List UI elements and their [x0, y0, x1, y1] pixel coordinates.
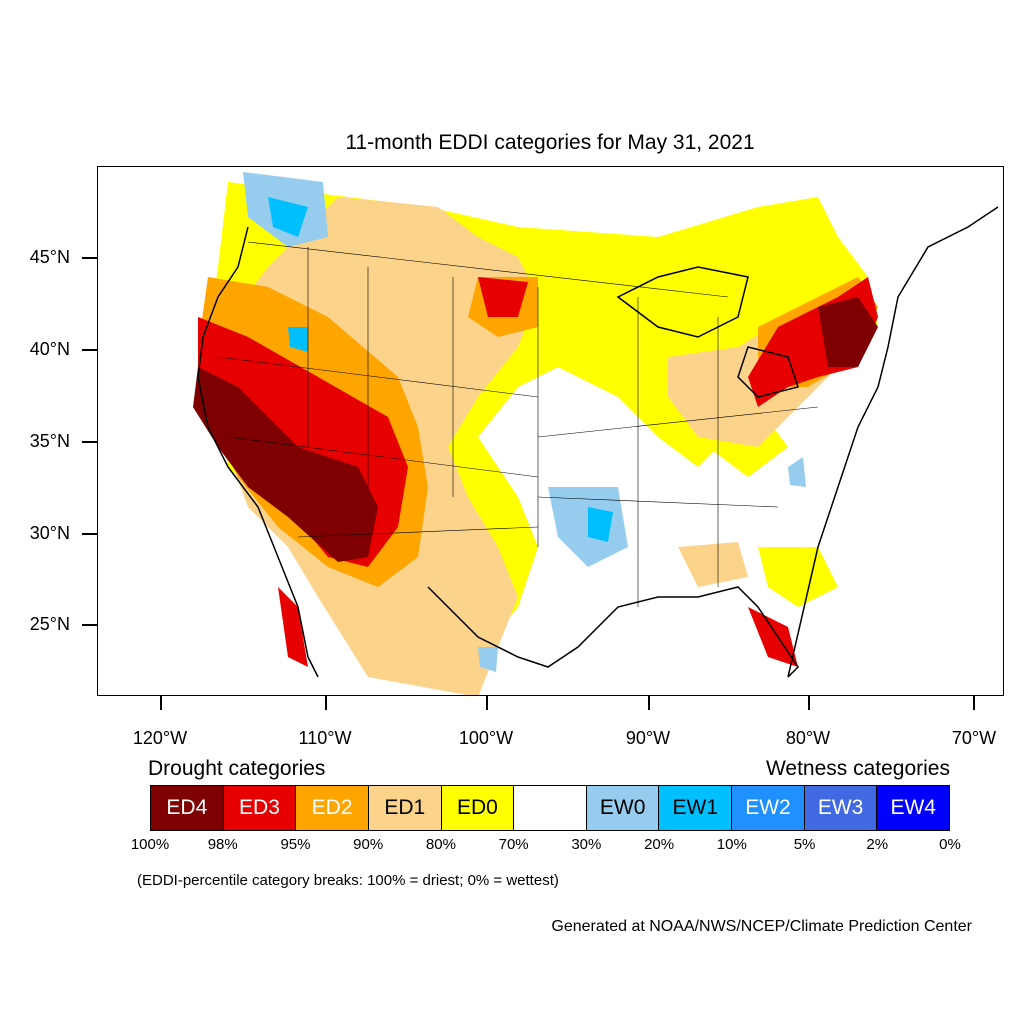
lon-label-70w: 70°W: [951, 728, 997, 748]
legend-swatch-ed3: ED3: [223, 786, 297, 830]
legend-swatch-ew2: EW2: [732, 786, 805, 830]
legend-break-label: 0%: [939, 836, 961, 853]
credit-text: Generated at NOAA/NWS/NCEP/Climate Predi…: [551, 918, 972, 935]
legend-break-label: 5%: [793, 836, 816, 853]
legend-swatch-ed4: ED4: [151, 786, 224, 830]
lon-label-80w: 80°W: [785, 728, 831, 748]
lat-label-35n: 35°N: [29, 431, 70, 451]
legend-swatch-ed1: ED1: [368, 786, 442, 830]
lon-tick: [325, 696, 327, 710]
legend-break-label: 95%: [280, 836, 311, 853]
legend-colorbar: ED4 ED3 ED2 ED1 ED0 EW0 EW1 EW2 EW3 EW4: [150, 785, 950, 831]
wetness-categories-title: Wetness categories: [765, 757, 950, 780]
lat-label-45n: 45°N: [29, 247, 70, 267]
lat-tick: [82, 257, 97, 259]
category-ew-region: [243, 172, 806, 672]
legend-swatch-ew4: EW4: [877, 786, 950, 830]
lon-label-90w: 90°W: [625, 728, 671, 748]
legend-break-label: 2%: [866, 836, 889, 853]
drought-categories-title: Drought categories: [148, 757, 326, 780]
legend-break-label: 90%: [353, 836, 384, 853]
coastlines: [197, 206, 999, 678]
lon-tick: [160, 696, 162, 710]
lon-tick: [486, 696, 488, 710]
legend-swatch-ew1: EW1: [659, 786, 733, 830]
lon-tick: [808, 696, 810, 710]
lon-tick: [973, 696, 975, 710]
legend-swatch-none: [514, 786, 587, 830]
lat-tick: [82, 533, 97, 535]
map-canvas: [193, 172, 999, 695]
legend-swatch-ed2: ED2: [296, 786, 369, 830]
map-title: 11-month EDDI categories for May 31, 202…: [345, 131, 755, 154]
lon-tick: [648, 696, 650, 710]
lon-label-120w: 120°W: [132, 728, 188, 748]
lat-tick: [82, 441, 97, 443]
lat-label-25n: 25°N: [29, 614, 70, 634]
lon-label-100w: 100°W: [458, 728, 514, 748]
legend-break-label: 80%: [425, 836, 456, 853]
lat-tick: [82, 624, 97, 626]
lat-tick: [82, 349, 97, 351]
legend-break-label: 30%: [571, 836, 602, 853]
category-breaks-footnote: (EDDI-percentile category breaks: 100% =…: [137, 872, 559, 889]
legend-break-label: 98%: [207, 836, 238, 853]
legend-swatch-ew3: EW3: [804, 786, 878, 830]
eddi-map: [97, 166, 1004, 696]
lon-label-110w: 110°W: [298, 728, 352, 748]
lat-label-30n: 30°N: [29, 523, 70, 543]
legend-break-label: 100%: [130, 836, 170, 853]
legend-swatch-ew0: EW0: [586, 786, 660, 830]
legend-break-label: 10%: [716, 836, 747, 853]
category-ed4-region: [193, 297, 878, 562]
lat-label-40n: 40°N: [29, 339, 70, 359]
state-borders: [217, 241, 819, 607]
legend-break-label: 20%: [644, 836, 675, 853]
legend-break-label: 70%: [498, 836, 529, 853]
legend-swatch-ed0: ED0: [441, 786, 515, 830]
